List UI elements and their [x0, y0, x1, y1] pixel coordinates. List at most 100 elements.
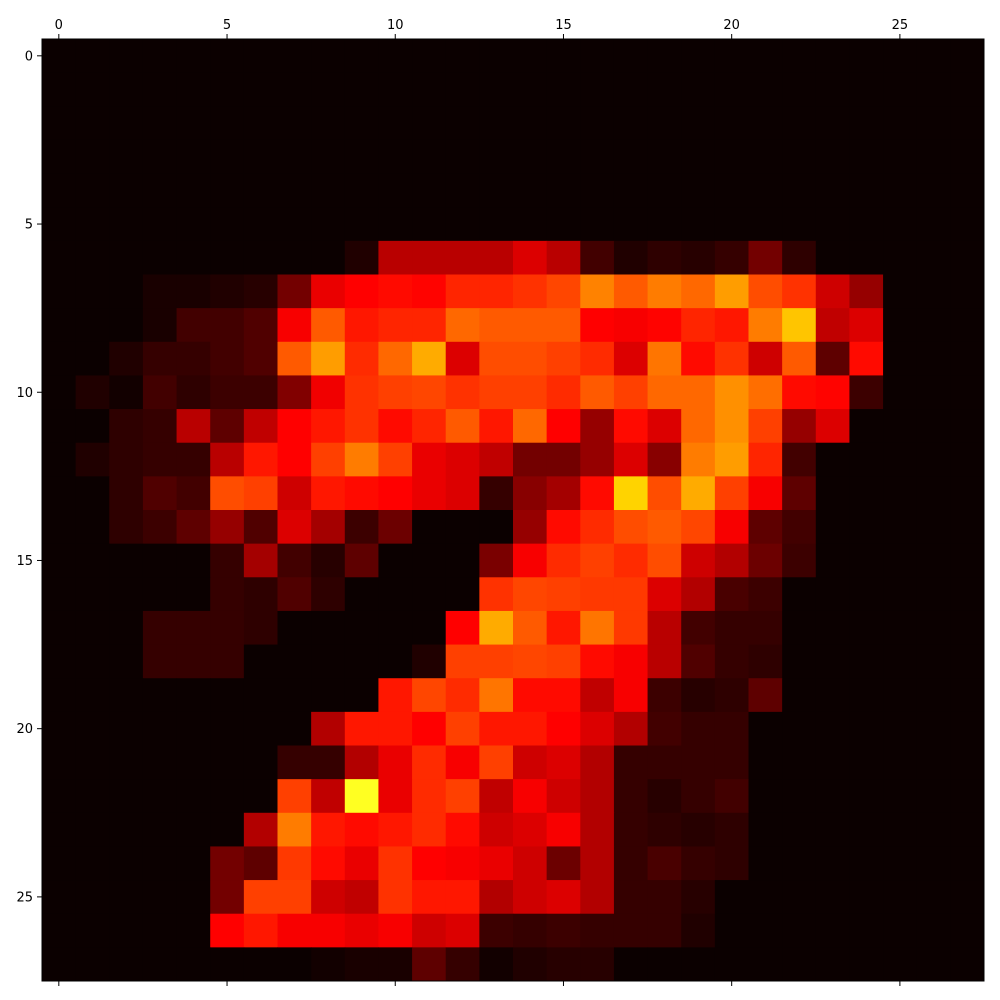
heatmap-cell: [378, 207, 413, 242]
heatmap-cell: [849, 341, 884, 376]
heatmap-cell: [142, 880, 178, 915]
heatmap-cell: [445, 510, 480, 545]
heatmap-cell: [916, 812, 951, 847]
heatmap-cell: [412, 947, 447, 982]
heatmap-cell: [142, 577, 178, 612]
heatmap-cell: [883, 375, 918, 410]
heatmap-cell: [479, 72, 514, 107]
heatmap-cell: [782, 880, 817, 915]
heatmap-cell: [75, 409, 110, 444]
heatmap-cell: [479, 409, 514, 444]
heatmap-cell: [580, 341, 615, 376]
heatmap-cell: [681, 173, 716, 208]
x-tick-label: 15: [555, 18, 572, 33]
heatmap-cell: [344, 106, 379, 141]
heatmap-cell: [916, 274, 951, 309]
heatmap-cell: [75, 543, 110, 578]
heatmap-cell: [546, 644, 581, 679]
y-axis-ticks: 0 5 10 15 20 25: [16, 49, 42, 905]
heatmap-cell: [75, 476, 110, 511]
heatmap-cell: [950, 577, 985, 612]
heatmap-cell: [916, 779, 951, 814]
heatmap-cell: [412, 711, 447, 746]
heatmap-cell: [479, 375, 514, 410]
heatmap-cell: [243, 644, 278, 679]
heatmap-cell: [883, 610, 918, 646]
heatmap-cell: [580, 543, 615, 578]
heatmap-cell: [513, 409, 548, 444]
heatmap-cell: [243, 711, 278, 746]
heatmap-cell: [613, 543, 649, 578]
heatmap-cell: [950, 947, 985, 982]
heatmap-cell: [445, 476, 480, 511]
heatmap-cell: [210, 510, 245, 545]
heatmap-cell: [782, 476, 817, 511]
heatmap-cell: [243, 207, 278, 242]
heatmap-cell: [950, 341, 985, 376]
heatmap-cell: [412, 106, 447, 141]
heatmap-cell: [412, 72, 447, 107]
heatmap-cell: [176, 947, 211, 982]
heatmap-cell: [748, 72, 783, 107]
x-tick-label: 0: [55, 18, 63, 33]
heatmap-cell: [546, 543, 581, 578]
heatmap-cell: [613, 409, 649, 444]
heatmap-cell: [613, 139, 649, 175]
heatmap-cell: [42, 173, 77, 208]
heatmap-cell: [243, 442, 278, 477]
heatmap-cell: [311, 610, 346, 646]
heatmap-cell: [176, 846, 211, 881]
heatmap-cell: [681, 577, 716, 612]
heatmap-cell: [210, 409, 245, 444]
heatmap-cell: [344, 779, 379, 814]
heatmap-cell: [815, 442, 850, 477]
heatmap-cell: [378, 510, 413, 545]
heatmap-cell: [546, 139, 581, 175]
heatmap-cell: [75, 577, 110, 612]
heatmap-cell: [42, 139, 77, 175]
heatmap-cell: [681, 846, 716, 881]
heatmap-cell: [445, 106, 480, 141]
heatmap-cell: [142, 543, 178, 578]
heatmap-cell: [883, 779, 918, 814]
heatmap-cell: [42, 610, 77, 646]
heatmap-cell: [580, 442, 615, 477]
heatmap-cell: [546, 745, 581, 780]
heatmap-cell: [546, 442, 581, 477]
heatmap-cell: [849, 72, 884, 107]
heatmap-cell: [613, 476, 649, 511]
heatmap-cell: [647, 375, 682, 410]
heatmap-cell: [445, 610, 480, 646]
heatmap-cell: [782, 409, 817, 444]
heatmap-cell: [613, 106, 649, 141]
y-tick-label: 20: [16, 722, 33, 737]
heatmap-cell: [546, 947, 581, 982]
heatmap-cell: [445, 240, 480, 275]
heatmap-cell: [815, 510, 850, 545]
heatmap-cell: [647, 442, 682, 477]
heatmap-cell: [277, 913, 312, 948]
heatmap-cell: [210, 308, 245, 343]
x-tick-label: 20: [723, 18, 740, 33]
heatmap-cell: [176, 39, 211, 74]
heatmap-cell: [311, 409, 346, 444]
heatmap-cell: [916, 72, 951, 107]
heatmap-cell: [580, 240, 615, 275]
heatmap-cell: [42, 846, 77, 881]
heatmap-cell: [277, 274, 312, 309]
heatmap-cell: [849, 207, 884, 242]
heatmap-cell: [681, 207, 716, 242]
heatmap-cell: [210, 711, 245, 746]
heatmap-cell: [176, 543, 211, 578]
heatmap-cell: [243, 577, 278, 612]
heatmap-cell: [950, 510, 985, 545]
heatmap-cell: [277, 442, 312, 477]
heatmap-cell: [109, 745, 144, 780]
heatmap-cell: [546, 812, 581, 847]
heatmap-cell: [176, 577, 211, 612]
heatmap-cell: [412, 274, 447, 309]
heatmap-cell: [210, 678, 245, 713]
heatmap-cell: [613, 880, 649, 915]
heatmap-cell: [75, 72, 110, 107]
heatmap-cell: [479, 711, 514, 746]
